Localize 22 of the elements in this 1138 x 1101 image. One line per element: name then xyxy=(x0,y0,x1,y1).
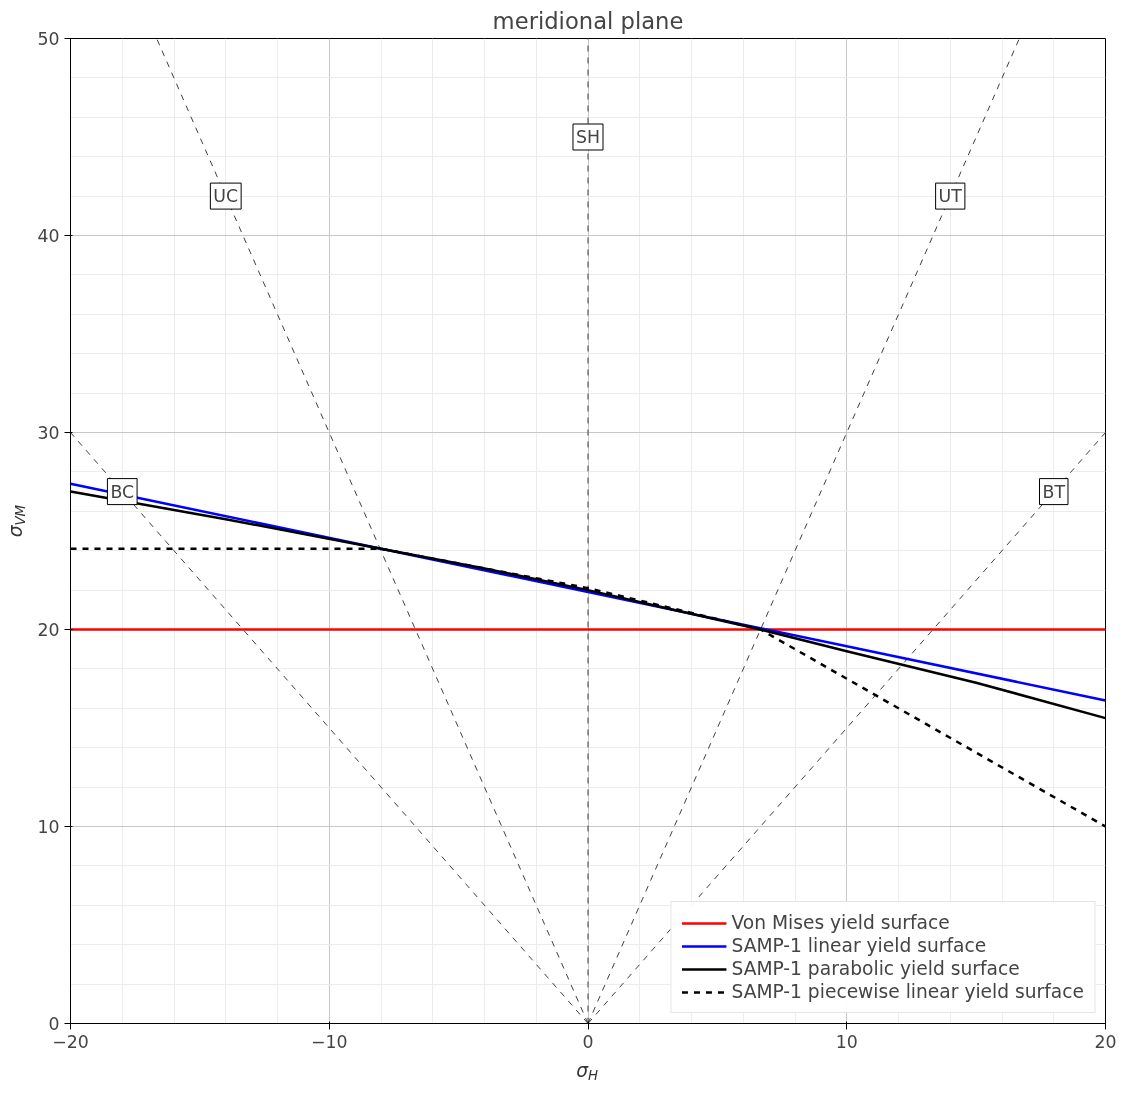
annotation: UT xyxy=(938,186,963,207)
x-tick-label: −20 xyxy=(52,1031,89,1052)
y-tick-label: 30 xyxy=(37,423,60,443)
legend-label: SAMP-1 piecewise linear yield surface xyxy=(731,981,1084,1002)
annotation: SH xyxy=(575,127,601,147)
x-tick-label: −10 xyxy=(310,1031,348,1052)
legend-label: Von Mises yield surface xyxy=(731,912,950,933)
x-tick-label: 10 xyxy=(835,1031,858,1052)
y-tick-label: 50 xyxy=(37,29,60,49)
annotation: BC xyxy=(110,481,135,502)
legend-label: SAMP-1 parabolic yield surface xyxy=(731,958,1020,979)
y-tick-label: 40 xyxy=(37,226,60,246)
y-axis-title: σVM xyxy=(5,504,28,538)
y-tick-label: 10 xyxy=(37,817,60,837)
chart-title: meridional plane xyxy=(492,7,684,34)
y-tick-label: 0 xyxy=(48,1014,60,1034)
annotation: UC xyxy=(213,186,239,207)
y-tick-label: 20 xyxy=(37,620,60,640)
x-tick-label: 0 xyxy=(582,1031,594,1052)
annotation: BT xyxy=(1042,481,1066,502)
x-tick-label: 20 xyxy=(1094,1031,1117,1052)
legend-label: SAMP-1 linear yield surface xyxy=(731,935,987,956)
